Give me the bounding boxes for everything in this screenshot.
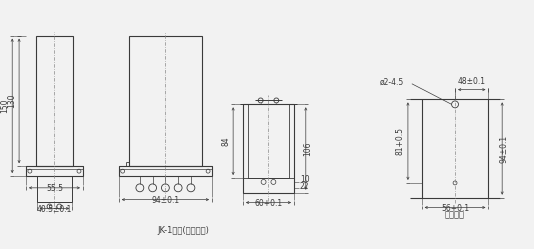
Bar — [248, 104, 289, 178]
Text: 94±0.1: 94±0.1 — [151, 196, 179, 205]
Text: ø2-4.5: ø2-4.5 — [380, 77, 404, 86]
Bar — [26, 166, 83, 176]
Text: 40.5±0.1: 40.5±0.1 — [37, 204, 72, 214]
Text: 22: 22 — [300, 182, 309, 191]
Text: 60+0.1: 60+0.1 — [254, 199, 282, 208]
Bar — [119, 166, 212, 176]
Text: 56+0.1: 56+0.1 — [441, 203, 469, 213]
Text: 94±0.1: 94±0.1 — [499, 134, 508, 163]
Bar — [37, 176, 72, 202]
Text: 130: 130 — [7, 94, 16, 108]
Text: 开孔尺寸: 开孔尺寸 — [445, 210, 465, 219]
Text: 150: 150 — [0, 99, 9, 113]
Text: 81+0.5: 81+0.5 — [396, 127, 405, 155]
Text: JK-1壳体(板后接线): JK-1壳体(板后接线) — [157, 226, 209, 235]
Text: 55.5: 55.5 — [46, 184, 63, 193]
Text: 84: 84 — [221, 136, 230, 146]
Text: 10: 10 — [300, 176, 310, 185]
Bar — [129, 36, 202, 166]
Bar — [243, 104, 294, 193]
Text: 106: 106 — [303, 141, 312, 156]
Bar — [36, 36, 73, 166]
Text: 48±0.1: 48±0.1 — [458, 77, 486, 86]
